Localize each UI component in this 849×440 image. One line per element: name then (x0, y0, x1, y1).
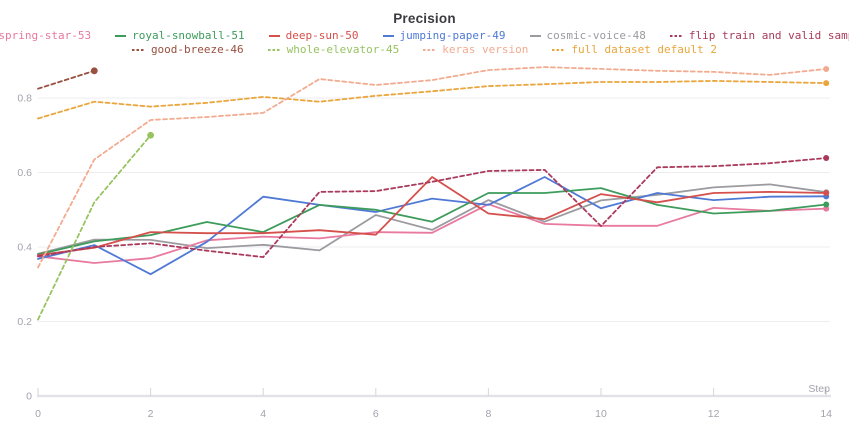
series-line-whole-elevator-45 (37, 131, 155, 321)
series-end-dot (823, 80, 830, 87)
series-swatch-icon (423, 49, 437, 51)
legend-row-1: spring-star-53 royal-snowball-51 deep-su… (0, 29, 849, 43)
legend-item-cosmic-voice-48[interactable]: cosmic-voice-48 (529, 29, 646, 43)
svg-text:Step: Step (808, 383, 830, 395)
legend-item-flip-train-and-valid-sample[interactable]: flip train and valid sample (669, 29, 849, 43)
series-end-dot (823, 189, 830, 196)
svg-text:0.6: 0.6 (17, 167, 32, 179)
series-end-dot (147, 131, 155, 139)
svg-text:10: 10 (595, 408, 607, 420)
svg-text:0: 0 (35, 408, 41, 420)
series-line-royal-snowball-51 (37, 187, 830, 256)
series-line-deep-sun-50 (37, 176, 830, 257)
svg-text:0.2: 0.2 (17, 316, 32, 328)
legend-label: whole-elevator-45 (286, 43, 400, 56)
series-swatch-icon (382, 35, 394, 37)
series-line-flip-train-and-valid-sample (37, 154, 830, 259)
legend-label: flip train and valid sample (688, 29, 849, 42)
legend-item-spring-star-53[interactable]: spring-star-53 (0, 29, 91, 43)
legend-item-royal-snowball-51[interactable]: royal-snowball-51 (115, 29, 245, 43)
legend-label: jumping-paper-49 (399, 29, 506, 42)
legend-item-keras-version[interactable]: keras version (423, 43, 528, 57)
series-swatch-icon (115, 35, 127, 37)
y-gridlines (38, 97, 830, 322)
x-axis-title: Step (808, 383, 830, 395)
series-end-dot (823, 154, 830, 161)
legend-label: full dataset default 2 (571, 43, 718, 56)
series-end-dot (823, 201, 830, 208)
series-line-keras-version (37, 65, 830, 269)
legend-label: spring-star-53 (0, 29, 92, 42)
series-line-good-breeze-46 (37, 67, 98, 90)
svg-text:6: 6 (373, 408, 379, 420)
svg-text:0: 0 (26, 391, 32, 403)
x-axis: 0 2 4 6 8 10 12 14 (35, 388, 832, 420)
svg-text:8: 8 (485, 408, 491, 420)
svg-text:0.4: 0.4 (17, 242, 32, 254)
svg-text:2: 2 (148, 408, 154, 420)
svg-text:4: 4 (260, 408, 266, 420)
legend-row-2: good-breeze-46 whole-elevator-45 keras v… (0, 43, 849, 57)
y-axis-labels: 0 0.2 0.4 0.6 0.8 (17, 93, 32, 403)
svg-text:12: 12 (708, 408, 720, 420)
series-end-dot (90, 67, 98, 75)
series-swatch-icon (669, 35, 683, 37)
legend-item-deep-sun-50[interactable]: deep-sun-50 (268, 29, 359, 43)
legend-label: good-breeze-46 (150, 43, 244, 56)
legend-label: keras version (442, 43, 529, 56)
svg-text:14: 14 (820, 408, 832, 420)
series-swatch-icon (529, 35, 541, 37)
legend-label: cosmic-voice-48 (546, 29, 646, 42)
svg-text:0.8: 0.8 (17, 93, 32, 105)
series-swatch-icon (268, 35, 280, 37)
series-line-jumping-paper-49 (37, 176, 830, 276)
legend-item-jumping-paper-49[interactable]: jumping-paper-49 (382, 29, 506, 43)
legend-label: deep-sun-50 (285, 29, 359, 42)
legend-item-good-breeze-46[interactable]: good-breeze-46 (131, 43, 244, 57)
series-swatch-icon (267, 49, 281, 51)
legend-item-whole-elevator-45[interactable]: whole-elevator-45 (267, 43, 400, 57)
legend-label: royal-snowball-51 (132, 29, 245, 42)
legend-item-full-dataset-default-2[interactable]: full dataset default 2 (552, 43, 717, 57)
chart-legend: spring-star-53 royal-snowball-51 deep-su… (0, 29, 849, 57)
series-end-dot (823, 65, 830, 72)
series-swatch-icon (131, 49, 145, 51)
chart-title: Precision (393, 11, 456, 26)
series-line-full-dataset-default-2 (37, 80, 830, 120)
series-swatch-icon (552, 49, 566, 51)
